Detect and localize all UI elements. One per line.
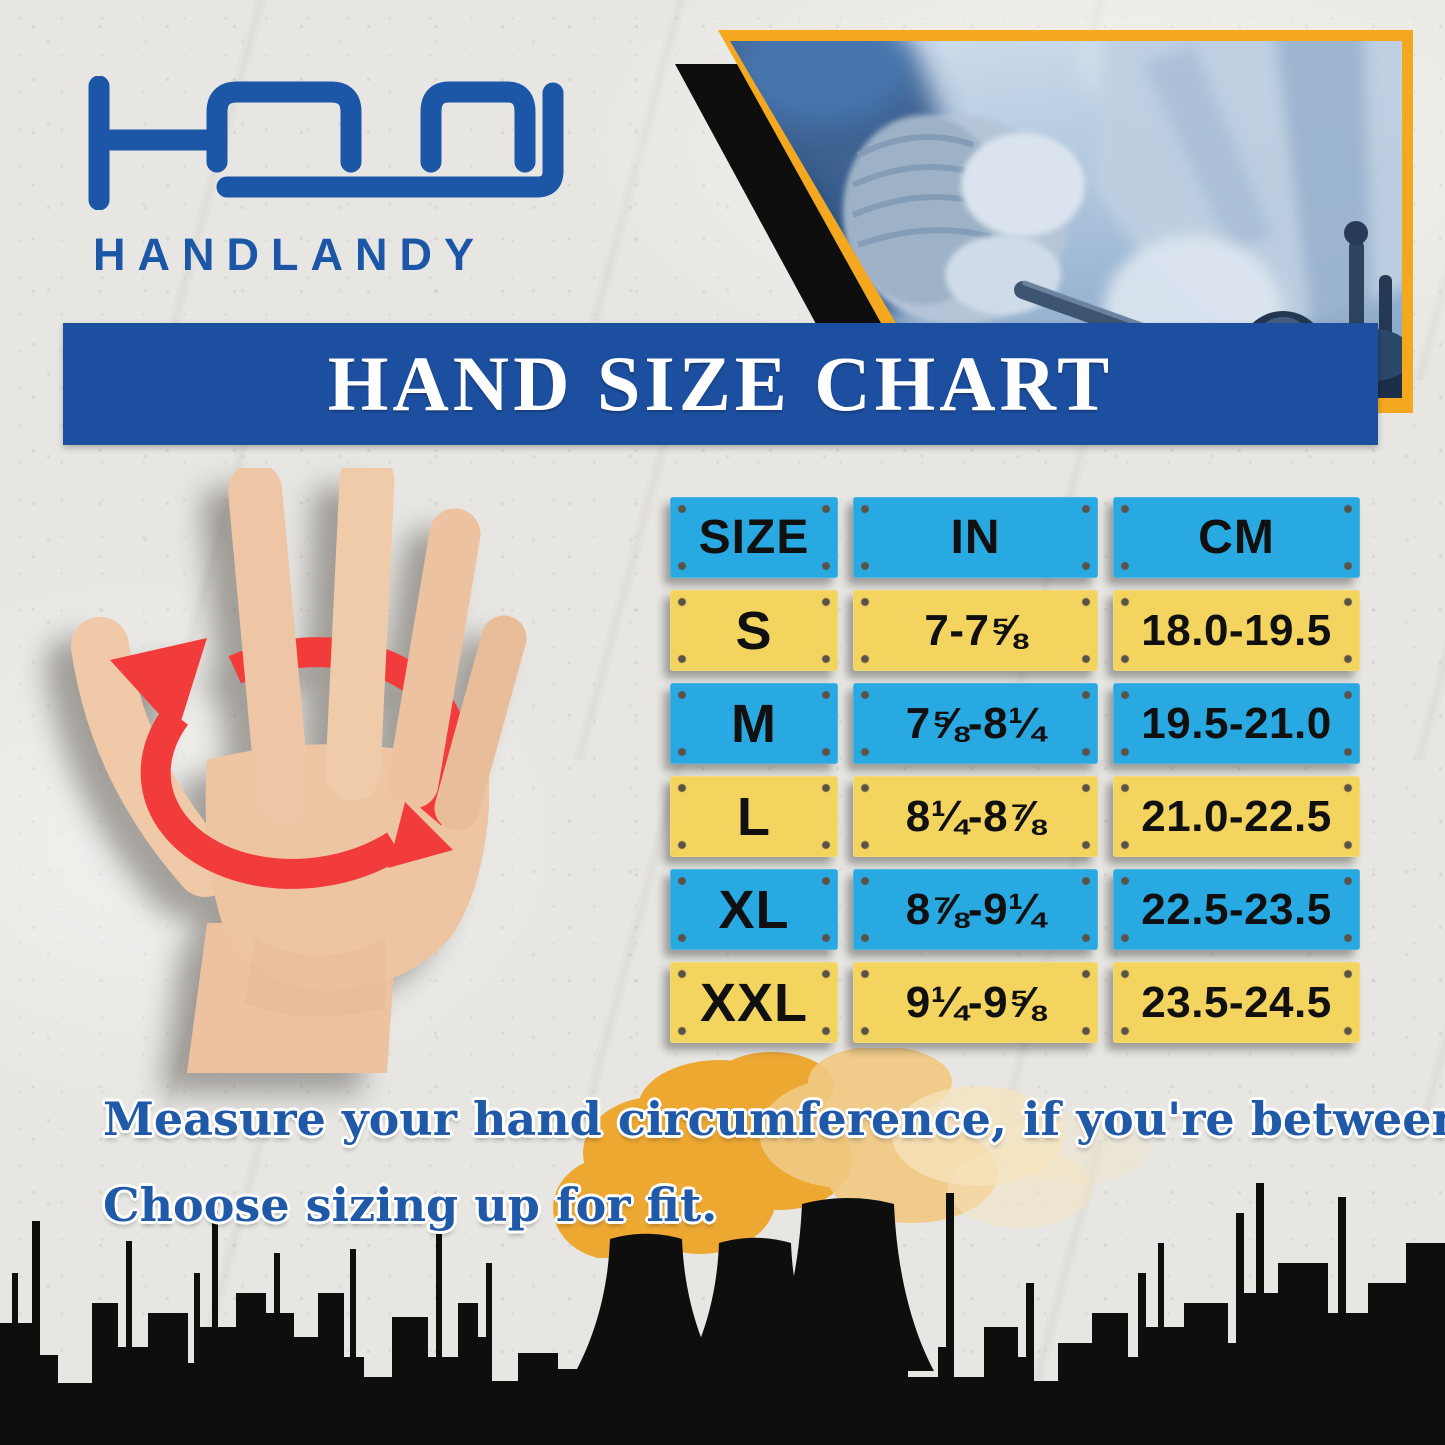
cell-cm-xxl: 23.5-24.5 [1113,962,1360,1043]
measure-note-line1: Measure your hand circumference, if you'… [103,1092,1445,1146]
measure-note-line2: Choose sizing up for fit. [103,1178,718,1232]
cell-in-m: 7⅝-8¼ [853,683,1098,764]
cell-size-xxl: XXL [670,962,838,1043]
cell-size-l: L [670,776,838,857]
cooling-tower-smoke [553,1048,1150,1258]
industrial-skyline-silhouette [0,1183,1445,1445]
column-header-cm: CM [1113,497,1360,578]
brand-block: HANDLANDY [85,75,585,281]
cell-cm-m: 19.5-21.0 [1113,683,1360,764]
cooling-tower-3 [762,1198,934,1371]
cooling-tower-1 [576,1233,716,1371]
arrowhead-upper-left [110,638,207,734]
cell-in-s: 7-7⅝ [853,590,1098,671]
arrowhead-right [388,802,453,868]
banner: HAND SIZE CHART [63,323,1378,445]
cell-cm-xl: 22.5-23.5 [1113,869,1360,950]
black-accent-band [675,64,895,335]
column-header-in: IN [853,497,1098,578]
cell-in-xxl: 9¼-9⅝ [853,962,1098,1043]
cell-size-m: M [670,683,838,764]
measure-note: Measure your hand circumference, if you'… [103,1096,1445,1228]
cell-in-l: 8¼-8⅞ [853,776,1098,857]
cell-size-xl: XL [670,869,838,950]
brand-name: HANDLANDY [93,229,486,280]
column-header-size: SIZE [670,497,838,578]
cell-size-s: S [670,590,838,671]
cell-in-xl: 8⅞-9¼ [853,869,1098,950]
cell-cm-l: 21.0-22.5 [1113,776,1360,857]
handlandy-logo-icon [88,75,564,211]
size-table: SIZE IN CM S 7-7⅝ 18.0-19.5 M 7⅝-8¼ 19.5… [670,497,1360,1043]
cell-cm-s: 18.0-19.5 [1113,590,1360,671]
open-hand-circumference-arrow-icon [71,468,527,1073]
hand-illustration [71,468,527,1073]
banner-title: HAND SIZE CHART [327,340,1114,427]
